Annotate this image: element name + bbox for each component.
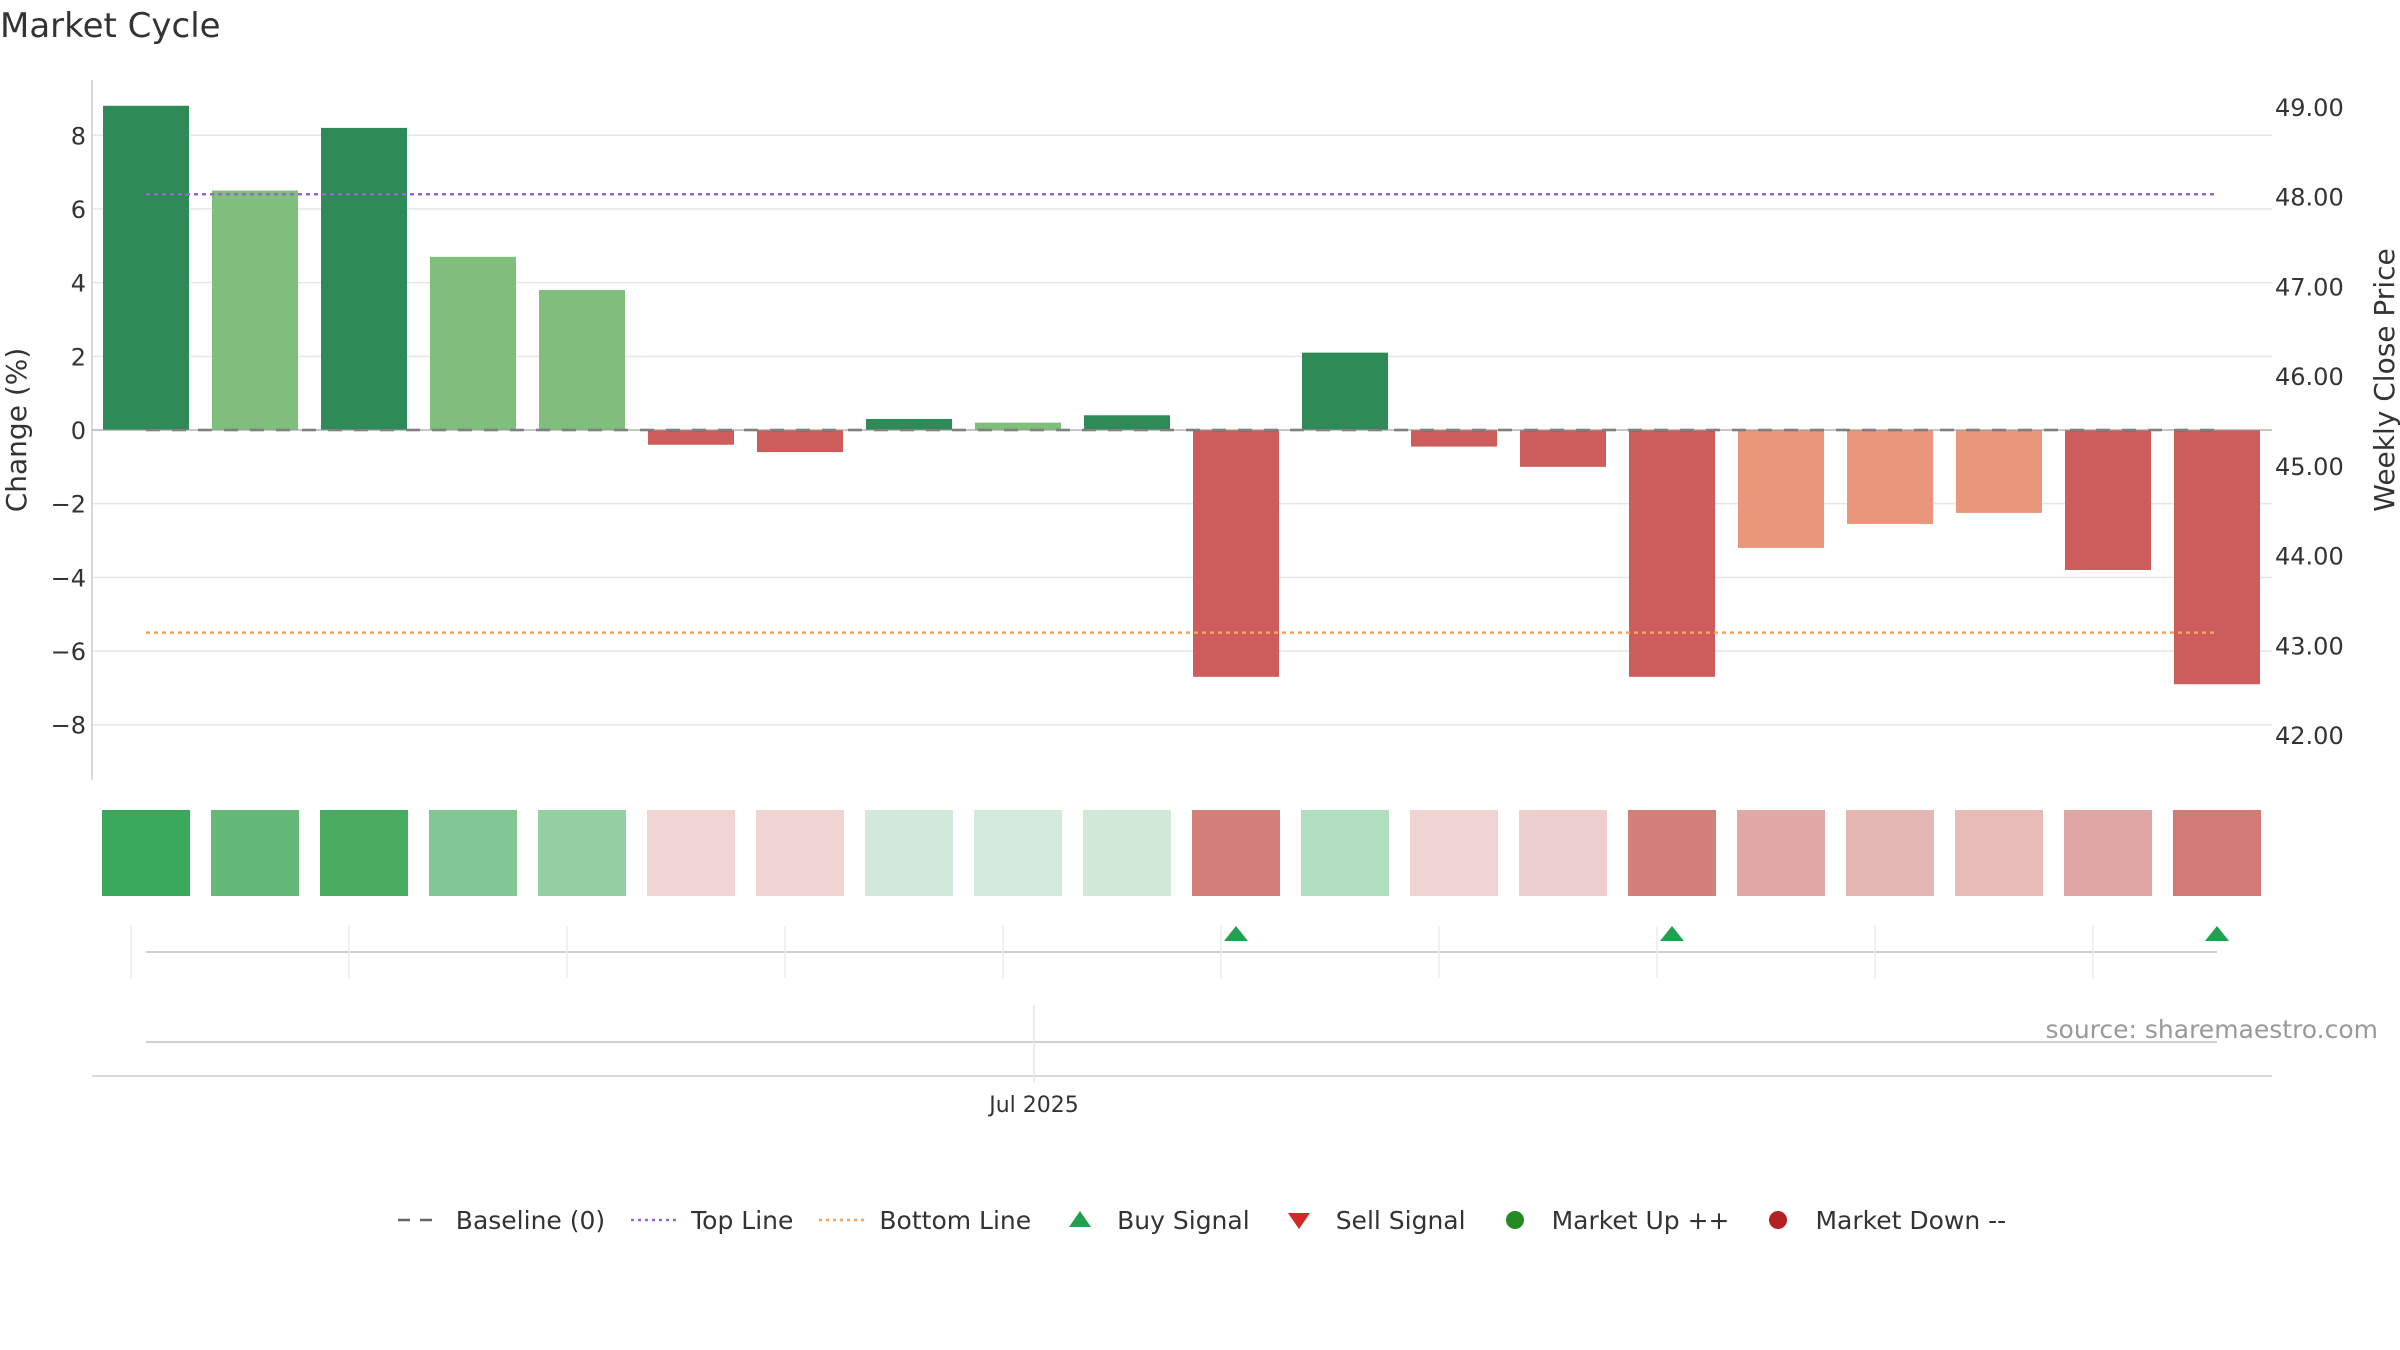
legend-label-buy-signal: Buy Signal <box>1117 1205 1250 1235</box>
legend-item-market-up[interactable]: Market Up ++ <box>1490 1205 1730 1235</box>
y2-tick-label: 48.00 <box>2275 184 2344 212</box>
bar <box>757 430 843 453</box>
dotted-line-purple-icon <box>629 1205 679 1235</box>
bar <box>2174 430 2260 685</box>
legend-label-baseline: Baseline (0) <box>455 1205 606 1235</box>
circle-green-icon <box>1490 1205 1540 1235</box>
cycle-strip-cell <box>756 810 844 896</box>
bar <box>430 256 516 430</box>
circle-red-icon <box>1753 1205 1803 1235</box>
y2-tick-label: 47.00 <box>2275 273 2344 301</box>
dash-line-icon <box>394 1205 444 1235</box>
cycle-strip-cell <box>647 810 735 896</box>
buy-signal-marker <box>2205 926 2229 941</box>
dotted-line-orange-icon <box>817 1205 867 1235</box>
chart-legend: Baseline (0) Top Line Bottom Line Buy Si… <box>0 1205 2400 1235</box>
legend-item-sell-signal[interactable]: Sell Signal <box>1274 1205 1466 1235</box>
bar <box>1956 430 2042 513</box>
bar <box>1193 430 1279 677</box>
cycle-strip-cell <box>1301 810 1389 896</box>
legend-item-baseline[interactable]: Baseline (0) <box>394 1205 605 1235</box>
chart-title: Market Cycle <box>0 6 221 46</box>
cycle-strip-cell <box>1846 810 1934 896</box>
market-cycle-chart: −8 −6 −4 −2 0 2 4 6 8 42.00 43.00 44.00 45.00 46.00 47… <box>0 80 2400 1118</box>
bar <box>1084 415 1170 430</box>
cycle-strip-cell <box>538 810 626 896</box>
bar <box>648 430 734 445</box>
y-tick-label: −8 <box>51 712 86 740</box>
bar <box>212 190 298 430</box>
cycle-strip-cell <box>865 810 953 896</box>
y2-tick-label: 43.00 <box>2275 632 2344 660</box>
bar <box>1847 430 1933 524</box>
y-axis-title: Change (%) <box>0 348 33 513</box>
buy-signal-marker <box>1224 926 1248 941</box>
cycle-strip-cell <box>1410 810 1498 896</box>
cycle-strip-cell <box>1737 810 1825 896</box>
y-tick-label: 8 <box>71 122 86 150</box>
cycle-strip-cell <box>974 810 1062 896</box>
cycle-strip-cell <box>429 810 517 896</box>
bar <box>1302 352 1388 430</box>
y2-axis-title: Weekly Close Price <box>2368 248 2400 511</box>
bar <box>539 290 625 430</box>
y2-tick-label: 42.00 <box>2275 722 2344 750</box>
cycle-strip-cell <box>1519 810 1607 896</box>
legend-label-sell-signal: Sell Signal <box>1335 1205 1466 1235</box>
cycle-strip-cell <box>1955 810 2043 896</box>
source-credit: source: sharemaestro.com <box>2045 1015 2379 1044</box>
legend-label-bottom-line: Bottom Line <box>879 1205 1032 1235</box>
triangle-up-icon <box>1055 1205 1105 1235</box>
triangle-down-icon <box>1274 1205 1324 1235</box>
buy-signal-marker <box>1660 926 1684 941</box>
legend-item-market-down[interactable]: Market Down -- <box>1753 1205 2006 1235</box>
y-tick-label: −2 <box>51 491 86 519</box>
y-tick-label: 4 <box>71 270 86 298</box>
y2-tick-label: 49.00 <box>2275 94 2344 122</box>
legend-label-top-line: Top Line <box>691 1205 794 1235</box>
legend-item-top-line[interactable]: Top Line <box>629 1205 793 1235</box>
bar <box>1738 430 1824 548</box>
y-tick-label: 2 <box>71 343 86 371</box>
cycle-strip-cell <box>2173 810 2261 896</box>
y2-tick-label: 46.00 <box>2275 363 2344 391</box>
y-tick-label: 0 <box>71 417 86 445</box>
cycle-strip-cell <box>1083 810 1171 896</box>
y2-tick-label: 44.00 <box>2275 543 2344 571</box>
legend-label-market-up: Market Up ++ <box>1551 1205 1730 1235</box>
cycle-strip-cell <box>102 810 190 896</box>
bar <box>866 418 952 430</box>
y2-tick-label: 45.00 <box>2275 453 2344 481</box>
legend-item-buy-signal[interactable]: Buy Signal <box>1055 1205 1250 1235</box>
bar <box>321 127 407 430</box>
cycle-strip-cell <box>1628 810 1716 896</box>
legend-label-market-down: Market Down -- <box>1815 1205 2007 1235</box>
bar <box>103 105 189 430</box>
y-tick-label: 6 <box>71 196 86 224</box>
y-tick-label: −6 <box>51 638 86 666</box>
y-tick-label: −4 <box>51 564 86 592</box>
bar <box>975 422 1061 430</box>
cycle-strip-cell <box>211 810 299 896</box>
x-tick-label: Jul 2025 <box>987 1093 1079 1118</box>
bar <box>1629 430 1715 677</box>
cycle-strip-cell <box>2064 810 2152 896</box>
cycle-strip-cell <box>1192 810 1280 896</box>
legend-item-bottom-line[interactable]: Bottom Line <box>817 1205 1031 1235</box>
bar <box>1411 430 1497 447</box>
cycle-strip-cell <box>320 810 408 896</box>
bar <box>2065 430 2151 570</box>
bar <box>1520 430 1606 467</box>
